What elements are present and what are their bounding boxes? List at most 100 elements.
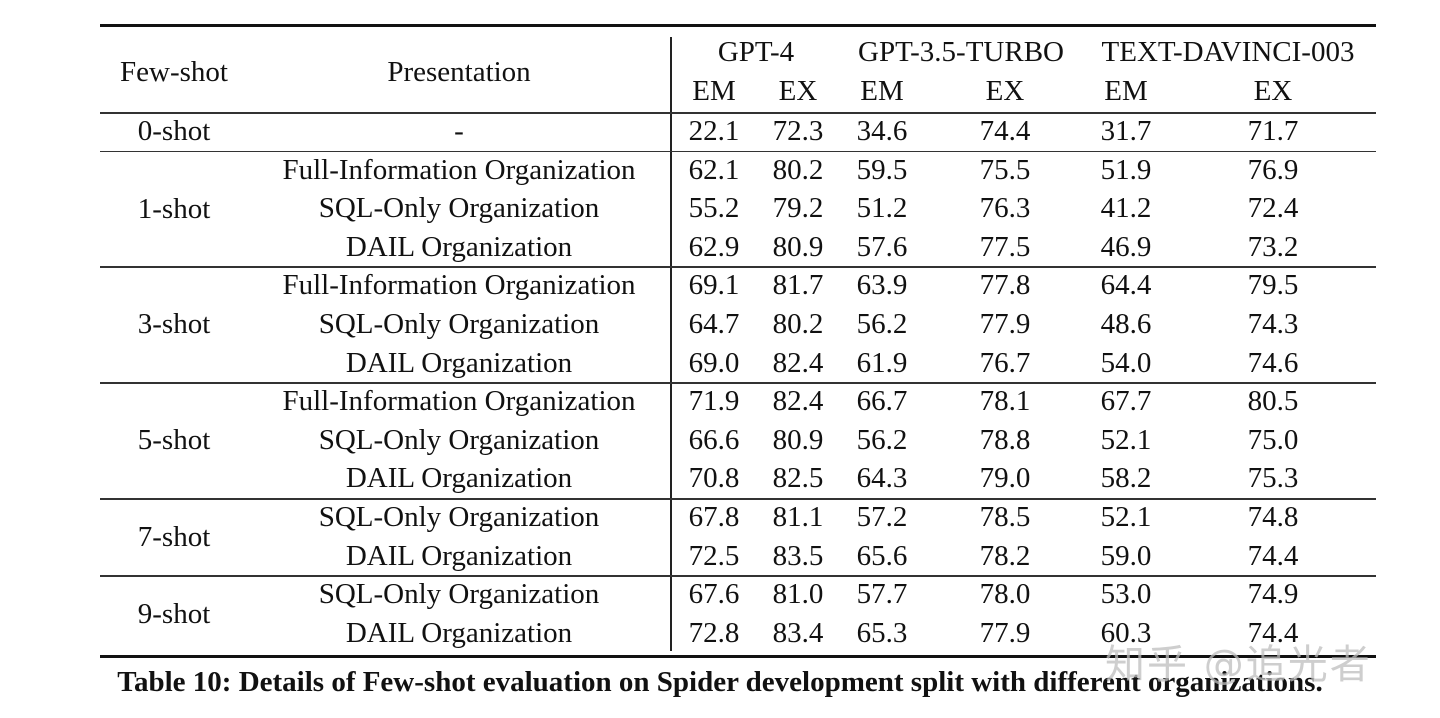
- value-cell: 61.9: [856, 346, 908, 379]
- few-shot-group-label: 5-shot: [137, 424, 211, 457]
- presentation-cell: SQL-Only Organization: [318, 192, 600, 225]
- value-cell: 53.0: [1100, 578, 1152, 611]
- presentation-cell: DAIL Organization: [345, 230, 573, 263]
- group-separator-rule: [100, 112, 1376, 114]
- value-cell: 62.9: [688, 230, 740, 263]
- value-cell: 74.6: [1247, 346, 1299, 379]
- value-cell: 76.9: [1247, 153, 1299, 186]
- value-cell: 67.7: [1100, 385, 1152, 418]
- value-cell: 74.9: [1247, 578, 1299, 611]
- value-cell: 82.4: [772, 346, 824, 379]
- value-cell: 74.8: [1247, 501, 1299, 533]
- presentation-cell: DAIL Organization: [345, 346, 573, 379]
- header-model-gpt35: GPT-3.5-TURBO: [858, 36, 1064, 68]
- value-cell: 80.9: [772, 423, 824, 456]
- few-shot-group-label: 3-shot: [137, 308, 211, 341]
- value-cell: 52.1: [1100, 501, 1152, 533]
- value-cell: 64.3: [856, 462, 908, 495]
- value-cell: 57.2: [856, 501, 908, 533]
- value-cell: 52.1: [1100, 423, 1152, 456]
- value-cell: 78.5: [979, 501, 1031, 533]
- group-separator-rule: [100, 382, 1376, 384]
- value-cell: 78.2: [979, 539, 1031, 572]
- value-cell: 77.5: [979, 230, 1031, 263]
- group-separator-rule: [100, 150, 1376, 153]
- presentation-cell: Full-Information Organization: [282, 269, 636, 302]
- value-cell: 72.3: [772, 115, 824, 147]
- presentation-cell: DAIL Organization: [345, 616, 573, 649]
- value-cell: 75.3: [1247, 462, 1299, 495]
- value-cell: 72.5: [688, 539, 740, 572]
- presentation-cell: DAIL Organization: [345, 462, 573, 495]
- presentation-cell: -: [454, 115, 464, 147]
- presentation-cell: SQL-Only Organization: [318, 501, 600, 533]
- presentation-cell: Full-Information Organization: [282, 153, 636, 186]
- table-caption: Table 10: Details of Few-shot evaluation…: [117, 666, 1323, 698]
- value-cell: 83.4: [772, 616, 824, 649]
- value-cell: 67.6: [688, 578, 740, 611]
- value-cell: 80.2: [772, 153, 824, 186]
- value-cell: 70.8: [688, 462, 740, 495]
- value-cell: 83.5: [772, 539, 824, 572]
- watermark: 知乎 @追光者: [1105, 642, 1372, 688]
- value-cell: 74.4: [1247, 539, 1299, 572]
- value-cell: 77.8: [979, 269, 1031, 302]
- header-metric: EM: [860, 75, 904, 107]
- value-cell: 78.8: [979, 423, 1031, 456]
- header-metric: EX: [778, 75, 818, 107]
- value-cell: 54.0: [1100, 346, 1152, 379]
- header-metric: EX: [985, 75, 1025, 107]
- value-cell: 72.4: [1247, 192, 1299, 225]
- value-cell: 55.2: [688, 192, 740, 225]
- value-cell: 46.9: [1100, 230, 1152, 263]
- value-cell: 48.6: [1100, 308, 1152, 340]
- value-cell: 81.1: [772, 501, 824, 533]
- value-cell: 66.7: [856, 385, 908, 418]
- value-cell: 77.9: [979, 308, 1031, 340]
- value-cell: 77.9: [979, 616, 1031, 649]
- value-cell: 65.6: [856, 539, 908, 572]
- value-cell: 81.7: [772, 269, 824, 302]
- column-divider: [670, 37, 672, 651]
- value-cell: 67.8: [688, 501, 740, 533]
- header-metric: EM: [692, 75, 736, 107]
- few-shot-group-label: 7-shot: [137, 520, 211, 553]
- value-cell: 79.5: [1247, 269, 1299, 302]
- value-cell: 22.1: [688, 115, 740, 147]
- presentation-cell: SQL-Only Organization: [318, 423, 600, 456]
- value-cell: 78.0: [979, 578, 1031, 611]
- value-cell: 69.1: [688, 269, 740, 302]
- value-cell: 78.1: [979, 385, 1031, 418]
- value-cell: 76.3: [979, 192, 1031, 225]
- presentation-cell: SQL-Only Organization: [318, 308, 600, 340]
- value-cell: 69.0: [688, 346, 740, 379]
- value-cell: 71.7: [1247, 115, 1299, 147]
- value-cell: 66.6: [688, 423, 740, 456]
- value-cell: 56.2: [856, 308, 908, 340]
- few-shot-group-label: 0-shot: [137, 115, 211, 148]
- group-separator-rule: [100, 575, 1376, 577]
- presentation-cell: DAIL Organization: [345, 539, 573, 572]
- value-cell: 34.6: [856, 115, 908, 147]
- value-cell: 82.4: [772, 385, 824, 418]
- header-model-gpt4: GPT-4: [717, 36, 795, 68]
- header-metric: EM: [1104, 75, 1148, 107]
- value-cell: 63.9: [856, 269, 908, 302]
- table-bottom-rule: [100, 655, 1376, 658]
- few-shot-group-label: 1-shot: [137, 192, 211, 225]
- value-cell: 80.5: [1247, 385, 1299, 418]
- group-separator-rule: [100, 498, 1376, 500]
- header-presentation: Presentation: [387, 56, 531, 88]
- table-top-rule: [100, 24, 1376, 27]
- group-separator-rule: [100, 266, 1376, 268]
- value-cell: 62.1: [688, 153, 740, 186]
- value-cell: 56.2: [856, 423, 908, 456]
- value-cell: 64.4: [1100, 269, 1152, 302]
- value-cell: 64.7: [688, 308, 740, 340]
- value-cell: 81.0: [772, 578, 824, 611]
- value-cell: 57.6: [856, 230, 908, 263]
- value-cell: 74.4: [979, 115, 1031, 147]
- value-cell: 73.2: [1247, 230, 1299, 263]
- value-cell: 72.8: [688, 616, 740, 649]
- value-cell: 59.0: [1100, 539, 1152, 572]
